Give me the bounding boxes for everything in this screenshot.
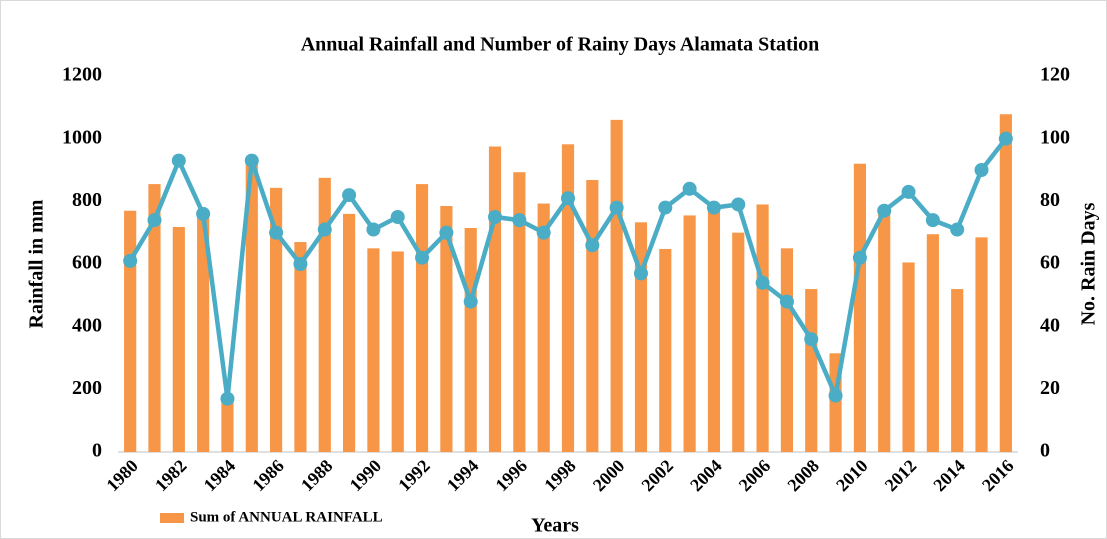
line-marker — [658, 200, 673, 215]
line-marker — [877, 203, 892, 218]
y2-tick-label: 100 — [1040, 126, 1070, 148]
bar — [878, 210, 891, 452]
bar — [586, 180, 599, 452]
line-marker — [536, 225, 551, 240]
y-tick-label: 1000 — [62, 126, 102, 148]
bar — [634, 222, 648, 452]
y-tick-label: 1200 — [62, 64, 102, 86]
line-marker — [561, 191, 575, 206]
line-marker — [731, 197, 746, 212]
line-marker — [852, 250, 867, 265]
y2-tick-label: 120 — [1040, 64, 1070, 86]
y-tick-label: 600 — [72, 252, 102, 274]
y-tick-label: 400 — [72, 314, 102, 336]
bar — [951, 289, 964, 452]
line-marker — [706, 200, 721, 215]
bar — [853, 163, 866, 452]
y-tick-label: 200 — [72, 377, 102, 399]
bar — [780, 248, 793, 452]
bar — [343, 213, 356, 452]
bar — [683, 215, 696, 452]
line-marker — [633, 266, 648, 281]
bar — [537, 203, 550, 452]
bar — [610, 119, 623, 452]
line-marker — [463, 294, 478, 309]
y2-tick-label: 0 — [1040, 440, 1050, 462]
bar — [464, 227, 477, 452]
bar — [197, 212, 210, 452]
line-marker — [804, 332, 819, 347]
line-marker — [439, 225, 454, 240]
line-marker — [269, 225, 284, 240]
bar — [999, 114, 1012, 452]
line-marker — [390, 210, 405, 224]
y-tick-label: 0 — [92, 440, 102, 462]
bar — [707, 204, 721, 452]
y2-tick-label: 60 — [1040, 252, 1060, 274]
bar — [732, 232, 745, 452]
bar — [902, 262, 915, 452]
bar — [561, 144, 575, 452]
bar — [270, 187, 283, 453]
line-marker — [366, 222, 381, 237]
line-marker — [609, 200, 624, 215]
bar — [124, 210, 137, 452]
y2-axis-title: No. Rain Days — [1078, 202, 1100, 325]
bar — [805, 289, 818, 452]
bar — [294, 242, 307, 452]
line-marker — [196, 206, 211, 221]
line-marker — [779, 294, 794, 309]
legend-swatch — [160, 513, 184, 523]
y-tick-label: 800 — [72, 189, 102, 211]
bar — [221, 398, 234, 452]
line-marker — [828, 388, 843, 403]
line-marker — [755, 275, 770, 290]
bar — [318, 177, 331, 453]
bar — [926, 234, 939, 452]
x-axis-title: Years — [531, 515, 579, 537]
line-marker — [512, 213, 527, 228]
line-marker — [925, 213, 940, 228]
bar — [367, 248, 380, 452]
line-marker — [147, 213, 162, 228]
line-marker — [171, 153, 186, 168]
y2-tick-label: 40 — [1040, 314, 1060, 336]
line-marker — [585, 238, 600, 253]
line-marker — [998, 131, 1013, 146]
line-marker — [244, 153, 259, 168]
bar — [172, 227, 185, 452]
line-marker — [901, 184, 916, 199]
bar — [756, 204, 769, 452]
bar — [440, 206, 453, 452]
line-marker — [317, 222, 332, 237]
legend-label: Sum of ANNUAL RAINFALL — [190, 509, 383, 525]
bar — [488, 146, 502, 452]
line-marker — [950, 222, 965, 237]
bar — [513, 172, 526, 452]
line-marker — [123, 253, 138, 268]
line-marker — [974, 163, 989, 177]
y2-tick-label: 80 — [1040, 189, 1060, 211]
line-marker — [682, 181, 697, 196]
bar — [391, 251, 404, 452]
bar — [148, 184, 161, 452]
y-axis-title: Rainfall in mm — [26, 199, 48, 328]
line-marker — [220, 391, 235, 406]
bar — [245, 160, 258, 452]
chart-title: Annual Rainfall and Number of Rainy Days… — [301, 34, 820, 56]
bar — [659, 248, 672, 452]
line-marker — [488, 210, 503, 224]
bar — [415, 184, 429, 452]
line-marker — [415, 250, 430, 265]
y2-tick-label: 20 — [1040, 377, 1060, 399]
line-marker — [293, 257, 308, 271]
line-marker — [342, 188, 357, 203]
bar — [975, 237, 988, 452]
